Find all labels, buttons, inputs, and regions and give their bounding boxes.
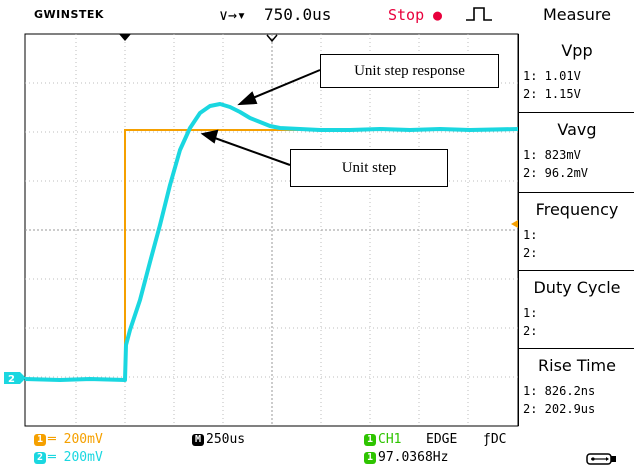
ch2-badge-icon: 2	[34, 452, 46, 464]
trigger-level-marker	[511, 220, 518, 228]
trigger-coupling-value: DC	[490, 432, 507, 447]
measure-rise-time-title: Rise Time	[538, 356, 616, 375]
run-state-dot-icon: ●	[433, 6, 443, 24]
timebase-value: 250us	[206, 432, 246, 447]
ch2-ground-label: 2	[8, 374, 15, 385]
measure-duty-cycle-ch1: 1:	[523, 306, 538, 320]
measure-frequency-title: Frequency	[535, 200, 619, 219]
trigger-coupling: ƒDC	[483, 432, 506, 448]
measure-vavg-ch2: 2: 96.2mV	[523, 166, 589, 180]
timebase-badge-icon: M	[192, 434, 204, 446]
trigger-source: 1 CH1	[364, 432, 401, 448]
ch2-scale-value: ═ 200mV	[48, 450, 103, 465]
run-state-label: Stop	[388, 6, 425, 24]
trigger-frequency-value: 97.0368Hz	[378, 450, 449, 465]
freq-badge-icon: 1	[364, 452, 376, 464]
measure-duty-cycle-ch2: 2:	[523, 324, 538, 338]
measure-rise-time-ch1: 1: 826.2ns	[523, 384, 596, 398]
trigger-position-marker	[119, 34, 131, 41]
graticule-grid	[25, 34, 518, 426]
unit-step-callout: Unit step	[290, 149, 448, 187]
trigger-badge-icon: 1	[364, 434, 376, 446]
measure-title: Measure	[543, 5, 611, 24]
trigger-source-value: CH1	[378, 432, 402, 447]
ch1-scale-value: ═ 200mV	[48, 432, 103, 447]
timebase: M 250us	[192, 432, 245, 448]
measure-vpp[interactable]: Vpp 1: 1.01V 2: 1.15V	[519, 34, 634, 109]
measure-rise-time[interactable]: Rise Time 1: 826.2ns 2: 202.9us	[519, 348, 634, 427]
rising-edge-icon	[466, 7, 492, 21]
horizontal-position-marker	[266, 34, 278, 43]
response-callout-arrow	[237, 69, 321, 106]
measure-frequency-ch1: 1:	[523, 228, 538, 242]
horizontal-position-icon: ∨→▾	[219, 6, 247, 24]
measure-panel: Vpp 1: 1.01V 2: 1.15V Vavg 1: 823mV 2: 9…	[518, 34, 634, 426]
measure-vpp-ch2: 2: 1.15V	[523, 87, 581, 101]
ch1-badge-icon: 1	[34, 434, 46, 446]
ch2-scale: 2 ═ 200mV	[34, 450, 103, 466]
brand-logo: GWINSTEK	[34, 8, 104, 21]
measure-duty-cycle[interactable]: Duty Cycle 1: 2:	[519, 270, 634, 347]
measure-vavg-title: Vavg	[557, 120, 597, 139]
measure-rise-time-ch2: 2: 202.9us	[523, 402, 596, 416]
trigger-frequency: 1 97.0368Hz	[364, 450, 448, 466]
trigger-slope-icon: ƒ	[483, 432, 491, 447]
measure-duty-cycle-title: Duty Cycle	[533, 278, 621, 297]
ch2-ground-marker	[4, 372, 26, 384]
horizontal-position-value: 750.0us	[264, 5, 332, 24]
measure-vpp-title: Vpp	[561, 41, 593, 60]
measure-vpp-ch1: 1: 1.01V	[523, 69, 581, 83]
measure-vavg-ch1: 1: 823mV	[523, 148, 581, 162]
measure-frequency[interactable]: Frequency 1: 2:	[519, 192, 634, 267]
ch1-scale: 1 ═ 200mV	[34, 432, 103, 448]
ch2-step-response-trace	[24, 102, 519, 382]
measure-frequency-ch2: 2:	[523, 246, 538, 260]
measure-vavg[interactable]: Vavg 1: 823mV 2: 96.2mV	[519, 112, 634, 191]
usb-icon	[586, 453, 616, 465]
unit-step-response-callout: Unit step response	[320, 54, 499, 88]
trigger-type: EDGE	[426, 432, 458, 447]
step-callout-arrow	[200, 129, 291, 166]
